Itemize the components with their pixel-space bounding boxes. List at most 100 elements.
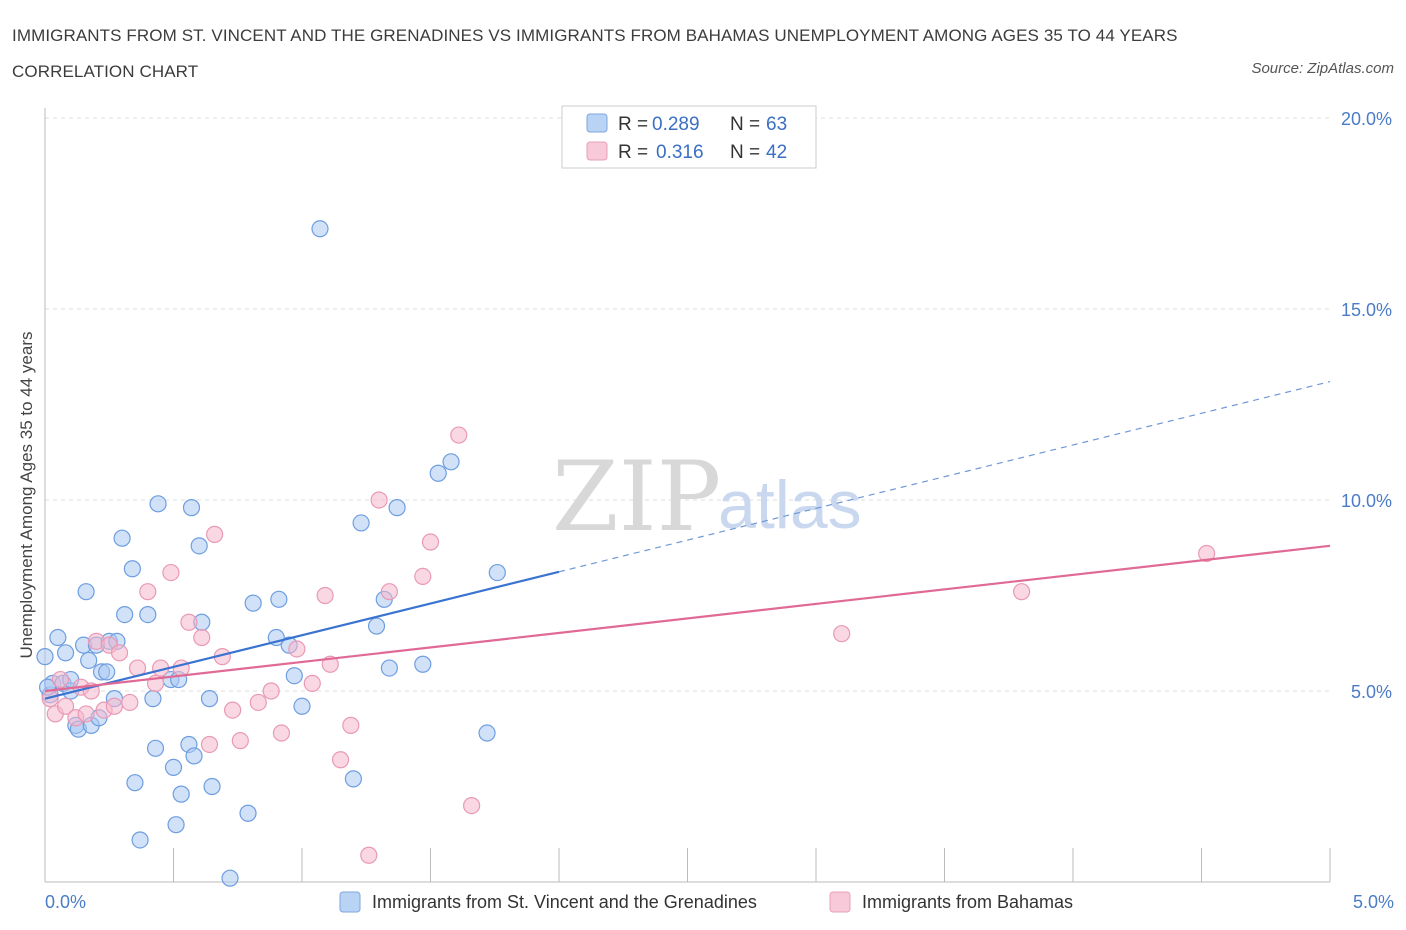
point-pink-37 [370,491,388,509]
point-blue-52 [352,514,370,532]
point-blue-48 [285,667,303,685]
y-tick-label-2: 15.0% [1341,300,1392,320]
bottom-legend-label-pink: Immigrants from Bahamas [862,892,1073,912]
point-pink-32 [316,586,334,605]
bottom-legend-swatch-blue [339,891,361,913]
point-blue-34 [172,785,190,803]
point-blue-11 [77,583,95,601]
point-pink-41 [450,426,468,444]
source-label: Source: ZipAtlas.com [1251,60,1394,77]
point-blue-53 [367,617,386,635]
point-blue-26 [139,605,157,624]
point-blue-56 [388,499,406,517]
point-blue-24 [126,774,144,792]
point-pink-21 [193,628,211,647]
legend-r-label-blue: R = [618,114,648,135]
x-tick-label-0: 0.0% [45,892,86,912]
point-pink-34 [331,751,350,769]
point-blue-55 [380,659,398,677]
point-pink-26 [231,732,249,750]
point-blue-17 [98,663,116,681]
point-pink-36 [360,846,378,864]
point-pink-44 [1012,583,1031,601]
point-pink-29 [272,724,291,742]
point-pink-27 [249,693,267,712]
point-pink-22 [200,735,219,754]
point-blue-51 [344,770,362,788]
point-pink-3 [56,697,75,715]
legend-swatch-pink [586,141,608,161]
legend-n-label-pink: N = [730,142,760,163]
point-blue-59 [442,453,460,471]
x-tick-label-1: 5.0% [1353,892,1394,912]
point-pink-30 [288,640,306,658]
x-tick-labels: 0.0% 5.0% [45,892,1394,912]
trend-line-blue-extension [558,380,1331,573]
point-blue-27 [144,690,162,708]
point-blue-44 [244,594,262,612]
point-pink-39 [414,567,432,586]
legend-n-value-blue: 63 [766,114,787,135]
point-blue-46 [270,590,288,608]
point-pink-2 [51,670,70,689]
axes [44,108,1331,883]
point-pink-6 [77,705,95,723]
point-blue-32 [167,816,185,834]
point-pink-11 [105,697,123,715]
point-pink-25 [224,701,242,719]
point-pink-20 [180,613,198,631]
point-blue-12 [80,651,98,670]
point-blue-23 [123,560,141,578]
point-pink-40 [421,533,440,551]
point-blue-41 [203,777,221,796]
trend-lines [44,380,1331,700]
point-pink-15 [139,583,157,601]
point-blue-40 [200,690,219,708]
point-blue-25 [131,831,149,849]
point-blue-49 [293,697,311,715]
y-tick-label-3: 20.0% [1341,109,1392,129]
point-pink-19 [172,659,190,677]
data-points [36,220,1216,887]
point-pink-13 [121,693,139,712]
point-blue-42 [221,869,239,887]
legend-r-label-pink: R = [618,142,648,163]
point-pink-31 [303,674,321,692]
y-tick-label-0: 5.0% [1351,682,1392,702]
point-blue-28 [146,739,165,757]
point-pink-42 [463,796,481,815]
point-blue-37 [185,747,203,765]
legend-swatch-blue [586,113,608,133]
point-blue-43 [239,804,257,822]
point-blue-3 [49,628,67,647]
point-blue-22 [116,605,134,624]
legend-r-value-pink: 0.316 [656,142,704,163]
point-pink-23 [206,525,224,543]
point-pink-38 [380,583,398,601]
watermark-atlas: atlas [718,467,862,543]
point-blue-29 [149,495,167,513]
watermark-zip: ZIP [552,441,721,553]
point-blue-21 [113,529,131,547]
point-pink-43 [833,625,851,643]
point-pink-0 [41,690,59,708]
grid-lines [45,117,1330,692]
bottom-legend-swatch-pink [829,891,851,913]
legend-r-value-blue: 0.289 [652,114,700,135]
point-blue-61 [488,563,506,582]
legend: R = 0.289 N = 63 R = 0.316 N = 42 [561,105,817,169]
point-pink-28 [262,682,280,700]
legend-n-value-pink: 42 [766,142,787,163]
y-axis-label: Unemployment Among Ages 35 to 44 years [17,332,36,659]
point-blue-58 [429,464,447,482]
bottom-legend-label-blue: Immigrants from St. Vincent and the Gren… [372,892,757,912]
point-blue-5 [56,644,75,662]
point-blue-38 [190,537,208,555]
point-blue-60 [478,724,496,742]
y-tick-labels: 5.0% 10.0% 15.0% 20.0% [1341,109,1392,702]
point-blue-36 [182,499,201,517]
point-blue-31 [164,758,183,777]
point-pink-18 [162,563,180,582]
point-pink-35 [342,716,360,734]
